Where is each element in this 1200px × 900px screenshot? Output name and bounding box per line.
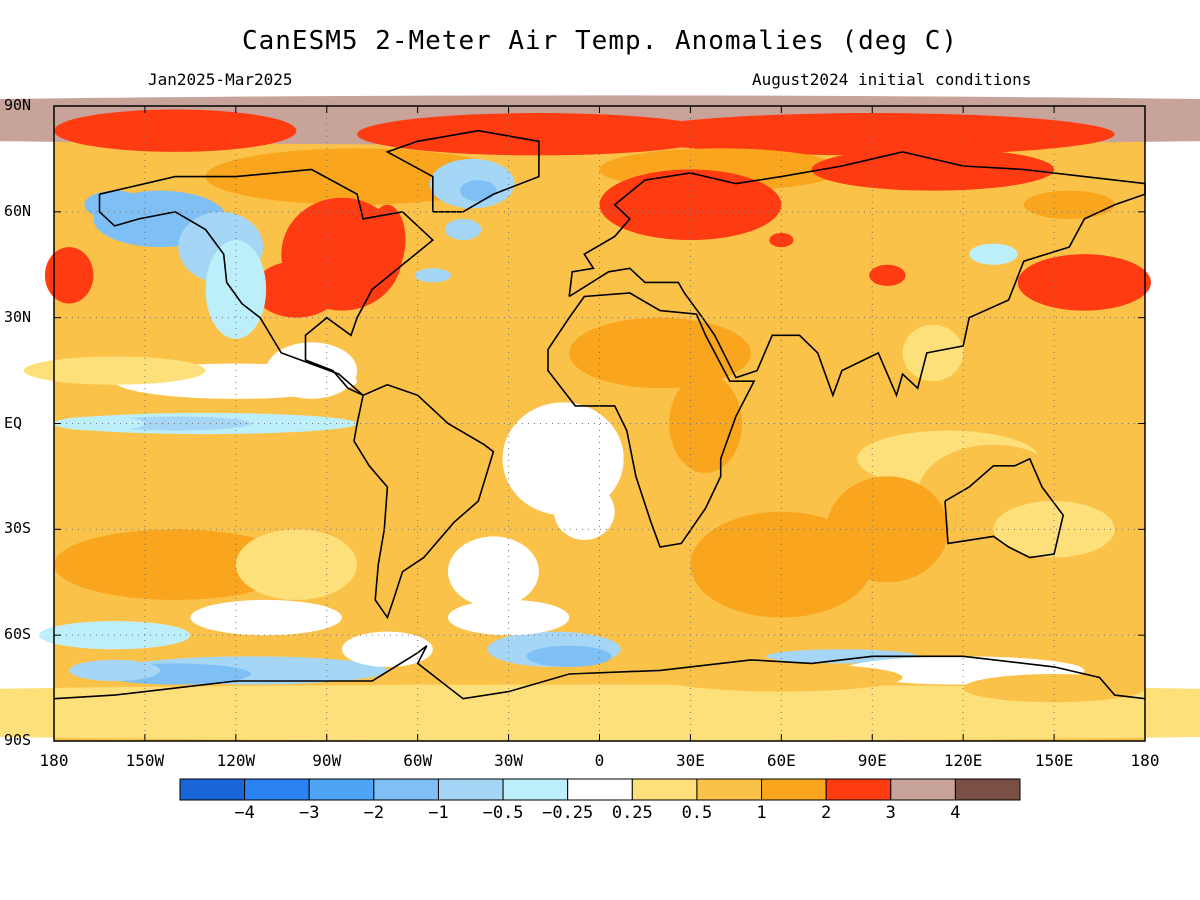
coastline <box>568 151 1146 398</box>
anomaly-patch <box>69 659 161 682</box>
initial-conditions: August2024 initial conditions <box>752 70 1032 89</box>
coastline <box>53 645 1146 700</box>
anomaly-patch <box>23 356 206 385</box>
lon-label: 30W <box>494 751 524 770</box>
lat-label: 30N <box>4 307 32 326</box>
anomaly-patch <box>369 204 406 276</box>
anomaly-patch <box>660 663 903 692</box>
anomaly-patch <box>254 261 339 318</box>
anomaly-patch <box>993 501 1115 558</box>
coastline <box>547 292 756 548</box>
coastline <box>353 383 495 620</box>
anomaly-patch <box>902 324 964 382</box>
lon-label: 30E <box>675 751 705 770</box>
coastline <box>98 168 435 397</box>
anomaly-patch <box>1017 254 1152 311</box>
anomaly-patch <box>414 268 452 283</box>
forecast-period: Jan2025-Mar2025 <box>148 70 293 89</box>
anomaly-patch <box>969 243 1018 265</box>
lon-label: 180 <box>39 751 69 770</box>
lat-label: 30S <box>4 519 32 538</box>
anomaly-patch <box>44 247 94 304</box>
anomaly-patch <box>669 374 742 473</box>
anomaly-patch <box>769 233 794 248</box>
lon-label: 60W <box>403 751 433 770</box>
lat-label: EQ <box>4 413 23 432</box>
anomaly-patch <box>54 109 297 152</box>
anomaly-patch <box>629 113 1115 156</box>
anomaly-patch <box>447 536 539 607</box>
lat-label: 60S <box>4 625 32 644</box>
anomaly-patch <box>554 483 615 540</box>
anomaly-patch <box>766 649 918 664</box>
lon-label: 60E <box>766 751 796 770</box>
anomaly-patch <box>1023 190 1115 219</box>
anomaly-patch <box>84 190 145 219</box>
anomaly-patch <box>235 529 358 600</box>
anomaly-patch <box>599 169 782 241</box>
anomaly-patch <box>54 416 145 431</box>
anomaly-patch <box>869 264 906 286</box>
lon-label: 120E <box>943 751 983 770</box>
anomaly-patch <box>526 645 612 667</box>
lon-label: 90E <box>857 751 887 770</box>
lat-label: 60N <box>4 201 32 220</box>
anomaly-patch <box>460 180 497 202</box>
map-title: CanESM5 2-Meter Air Temp. Anomalies (deg… <box>241 26 959 56</box>
anomaly-patch <box>296 684 539 713</box>
lon-label: 0 <box>594 751 605 770</box>
lon-label: 90W <box>312 751 342 770</box>
anomaly-patch <box>444 218 482 241</box>
lon-label: 150W <box>125 751 165 770</box>
anomaly-patch <box>205 240 267 339</box>
lat-label: 90N <box>4 96 32 114</box>
anomaly-patch <box>690 511 873 618</box>
anomaly-patch <box>357 113 721 156</box>
lon-label: 180 <box>1130 751 1160 770</box>
anomaly-patch <box>447 599 570 636</box>
lon-label: 150E <box>1034 751 1074 770</box>
lon-label: 120W <box>216 751 256 770</box>
anomaly-patch <box>54 529 297 600</box>
anomaly-patch <box>190 599 342 636</box>
coastline <box>944 457 1065 559</box>
anomaly-patch <box>751 310 873 382</box>
lat-label: 90S <box>4 731 32 749</box>
